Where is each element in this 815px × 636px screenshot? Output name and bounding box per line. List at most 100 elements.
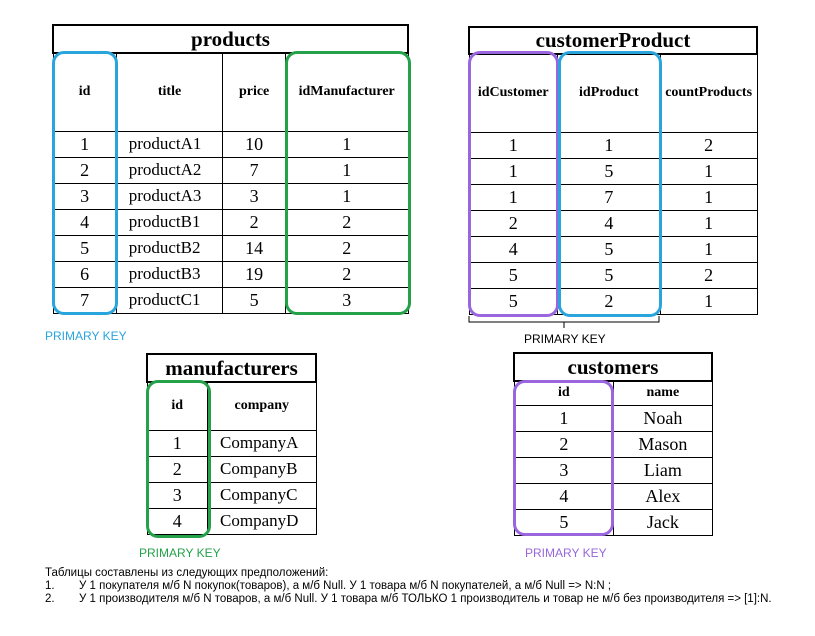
customer-product-primary-key-label: PRIMARY KEY (524, 332, 606, 346)
table-cell: CompanyD (207, 507, 317, 535)
table-row: 4 Alex (513, 482, 713, 510)
column-header: company (207, 381, 317, 431)
table-row: 7 productC1 5 3 (52, 286, 409, 314)
table-cell: 1 (513, 404, 615, 432)
table-cell: 7 (222, 156, 286, 184)
table-cell: 5 (557, 235, 661, 263)
column-header: idCustomer (468, 53, 558, 133)
table-row: 2 productA2 7 1 (52, 156, 409, 184)
table-cell: 7 (557, 183, 661, 211)
products-primary-key-label: PRIMARY KEY (45, 329, 127, 343)
column-header: id (513, 380, 615, 406)
table-cell: 1 (146, 429, 209, 457)
table-row: 6 productB3 19 2 (52, 260, 409, 288)
table-cell: 1 (659, 287, 758, 315)
table-cell: 4 (52, 208, 117, 236)
column-header: idProduct (557, 53, 661, 133)
table-cell: productC1 (115, 286, 224, 314)
table-cell: 10 (222, 130, 286, 158)
table-cell: 1 (284, 182, 409, 210)
table-cell: 1 (284, 156, 409, 184)
composite-key-bracket (468, 316, 660, 328)
manufacturers-primary-key-label: PRIMARY KEY (139, 546, 221, 560)
table-cell: productB1 (115, 208, 224, 236)
table-cell: 2 (284, 208, 409, 236)
table-cell: 5 (468, 287, 558, 315)
notes-intro: Таблицы составлены из следующих предполо… (45, 567, 329, 579)
table-cell: productA2 (115, 156, 224, 184)
table-cell: 1 (468, 183, 558, 211)
column-header: id (146, 381, 209, 431)
table-row: 1 CompanyA (146, 429, 317, 457)
table-cell: 5 (468, 261, 558, 289)
table-row: 3 Liam (513, 456, 713, 484)
table-row: 3 productA3 3 1 (52, 182, 409, 210)
table-cell: CompanyA (207, 429, 317, 457)
table-cell: 1 (659, 209, 758, 237)
table-cell: 1 (468, 157, 558, 185)
table-cell: 19 (222, 260, 286, 288)
table-cell: CompanyB (207, 455, 317, 483)
assumptions-notes: Таблицы составлены из следующих предполо… (45, 567, 805, 606)
customers-table: customers id name 1 Noah 2 Mason 3 Liam 4 Alex 5 J… (513, 352, 713, 536)
table-cell: 5 (222, 286, 286, 314)
table-cell: 5 (557, 157, 661, 185)
table-cell: 2 (557, 287, 661, 315)
customer-product-table: customerProduct idCustomer idProduct count… (468, 26, 758, 315)
note-number: 2. (45, 593, 55, 605)
table-cell: 2 (284, 260, 409, 288)
column-header: idManufacturer (284, 52, 409, 132)
table-row: 4 CompanyD (146, 507, 317, 535)
table-cell: 1 (52, 130, 117, 158)
table-row: 5 Jack (513, 508, 713, 536)
note-item-1: 1. У 1 покупателя м/б N покупок(товаров)… (45, 580, 805, 593)
products-table-title: products (52, 24, 409, 54)
table-row: 3 CompanyC (146, 481, 317, 509)
table-cell: 3 (146, 481, 209, 509)
table-cell: 4 (146, 507, 209, 535)
column-header: countProducts (659, 53, 758, 133)
table-cell: 3 (222, 182, 286, 210)
customer-product-table-title: customerProduct (468, 26, 758, 55)
table-cell: productB2 (115, 234, 224, 262)
table-cell: 2 (468, 209, 558, 237)
table-cell: 1 (557, 131, 661, 159)
table-cell: CompanyC (207, 481, 317, 509)
table-cell: 5 (557, 261, 661, 289)
table-cell: 2 (52, 156, 117, 184)
table-row: 2 CompanyB (146, 455, 317, 483)
table-cell: 1 (468, 131, 558, 159)
table-cell: 2 (222, 208, 286, 236)
table-cell: 3 (52, 182, 117, 210)
manufacturers-table: manufacturers id company 1 CompanyA 2 Compan… (146, 353, 317, 535)
table-row: 4 productB1 2 2 (52, 208, 409, 236)
customers-table-title: customers (513, 352, 713, 382)
table-cell: 6 (52, 260, 117, 288)
table-cell: 2 (284, 234, 409, 262)
table-cell: 4 (468, 235, 558, 263)
column-header: title (115, 52, 224, 132)
table-cell: 3 (284, 286, 409, 314)
table-cell: productA1 (115, 130, 224, 158)
table-cell: 1 (284, 130, 409, 158)
table-cell: 4 (513, 482, 615, 510)
table-cell: 1 (659, 157, 758, 185)
customers-primary-key-label: PRIMARY KEY (525, 546, 607, 560)
table-row: 2 Mason (513, 430, 713, 458)
table-cell: Liam (613, 456, 713, 484)
table-cell: 5 (52, 234, 117, 262)
table-cell: 1 (659, 183, 758, 211)
table-cell: productB3 (115, 260, 224, 288)
note-text: У 1 производителя м/б N товаров, а м/б N… (79, 593, 772, 605)
table-cell: 2 (146, 455, 209, 483)
table-cell: 5 (513, 508, 615, 536)
note-number: 1. (45, 580, 55, 592)
table-cell: 4 (557, 209, 661, 237)
table-cell: 14 (222, 234, 286, 262)
